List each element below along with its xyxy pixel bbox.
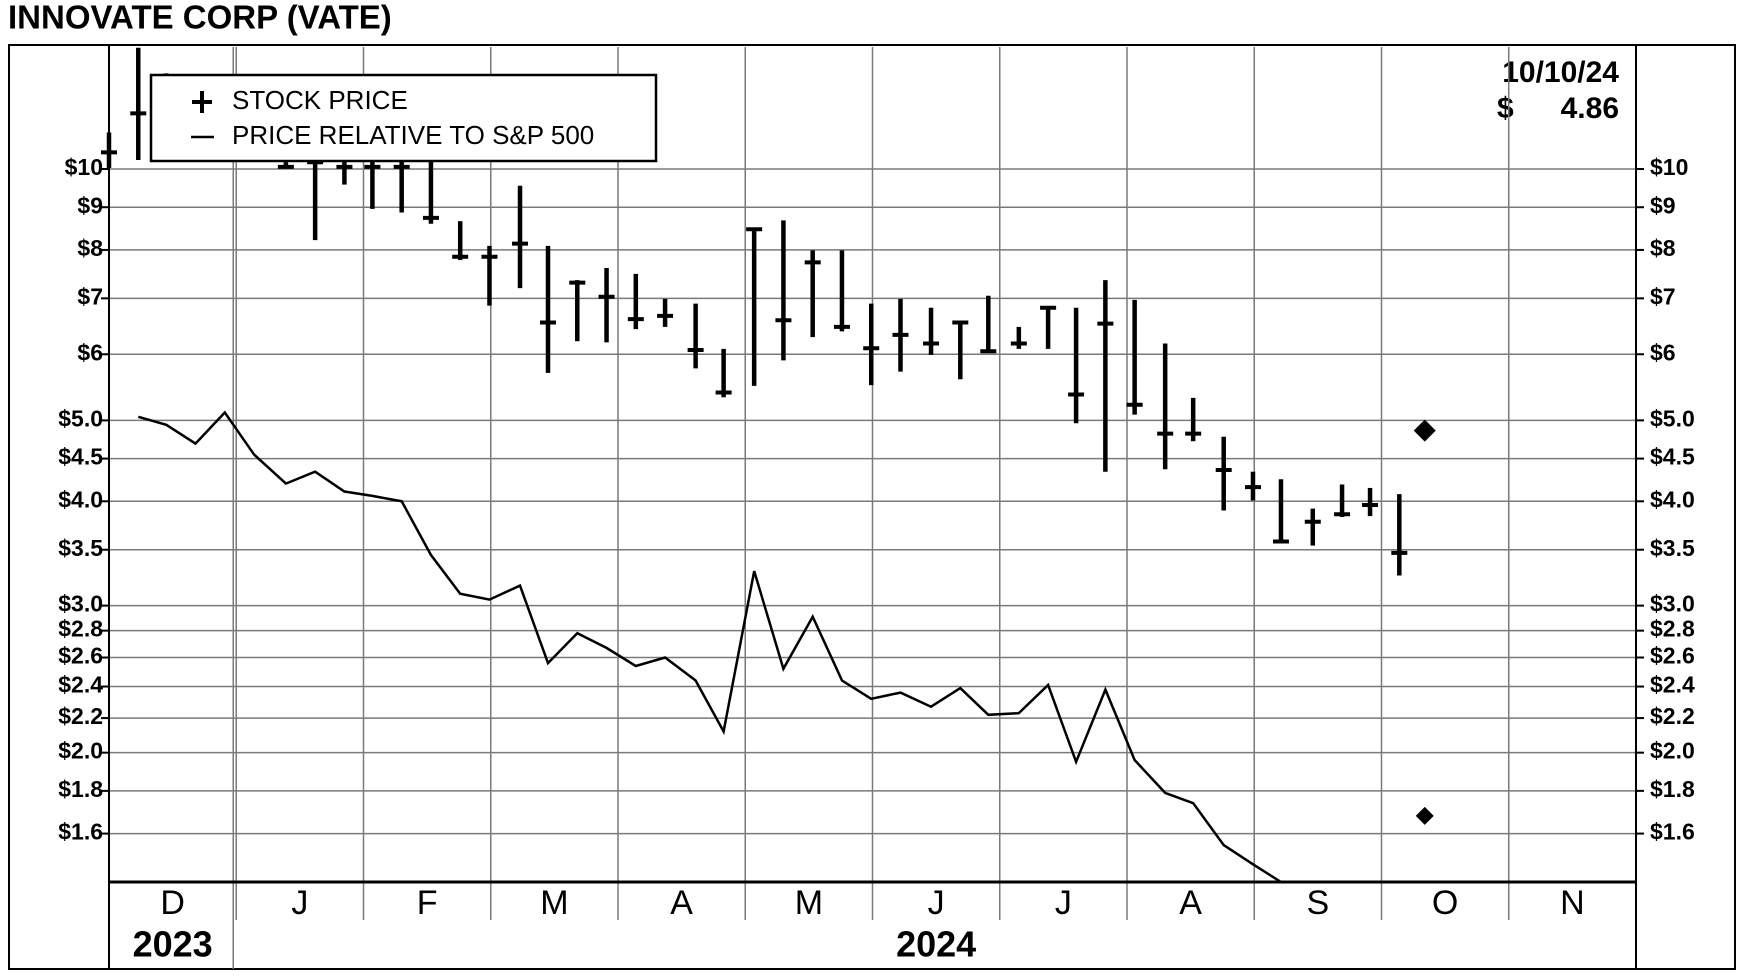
legend: STOCK PRICE PRICE RELATIVE TO S&P 500 [149, 73, 658, 163]
y2-tick-label: $8 [1650, 235, 1676, 261]
y-tick-label: $2.2 [58, 703, 103, 729]
y-tick-label: $1.8 [58, 776, 103, 802]
y2-tick-label: $5.0 [1650, 405, 1695, 431]
y-tick-label: $2.4 [58, 672, 103, 698]
month-label: O [1432, 884, 1458, 922]
y2-tick-label: $1.6 [1650, 819, 1695, 845]
y-tick-label: $9 [77, 192, 103, 218]
y-tick-label: $2.8 [58, 616, 103, 642]
y2-tick-label: $4.0 [1650, 486, 1695, 512]
month-label: D [160, 884, 185, 922]
relative-line [137, 410, 1400, 884]
outer-frame [8, 44, 1736, 970]
annotation-price: 4.86 [1561, 92, 1619, 125]
y2-tick-label: $3.5 [1650, 535, 1695, 561]
y2-tick-label: $9 [1650, 192, 1676, 218]
year-label: 2023 [133, 924, 213, 965]
y-tick-label: $4.0 [58, 486, 103, 512]
end-marker [1413, 419, 1436, 442]
y-tick-label: $5.0 [58, 405, 103, 431]
month-label: J [928, 884, 945, 922]
y2-tick-label: $1.8 [1650, 776, 1695, 802]
y2-tick-label: $7 [1650, 283, 1676, 309]
y2-tick-label: $2.8 [1650, 616, 1695, 642]
y-tick-label: $8 [77, 235, 103, 261]
annotation-currency: $ [1497, 92, 1514, 125]
month-label: A [670, 884, 693, 922]
y2-tick-label: $2.6 [1650, 643, 1695, 669]
y2-tick-label: $6 [1650, 339, 1676, 365]
end-marker [1415, 806, 1434, 825]
chart-title: INNOVATE CORP (VATE) [8, 0, 392, 36]
year-label: 2024 [896, 924, 976, 965]
y2-tick-label: $3.0 [1650, 591, 1695, 617]
y-tick-label: $7 [77, 283, 103, 309]
y-tick-label: $2.6 [58, 643, 103, 669]
month-label: M [795, 884, 823, 922]
legend-box [149, 73, 658, 163]
legend-label: PRICE RELATIVE TO S&P 500 [232, 120, 594, 150]
month-label: N [1560, 884, 1585, 922]
annotation-date: 10/10/24 [1502, 56, 1619, 89]
month-label: A [1179, 884, 1202, 922]
month-label: M [540, 884, 568, 922]
y-tick-label: $4.5 [58, 444, 103, 470]
month-label: F [417, 884, 438, 922]
y2-tick-label: $10 [1650, 154, 1688, 180]
y-tick-label: $10 [65, 154, 103, 180]
month-label: J [291, 884, 308, 922]
y-tick-label: $3.0 [58, 591, 103, 617]
legend-label: STOCK PRICE [232, 85, 408, 115]
y2-tick-label: $4.5 [1650, 444, 1695, 470]
y-tick-label: $6 [77, 339, 103, 365]
y2-tick-label: $2.2 [1650, 703, 1695, 729]
y-tick-label: $3.5 [58, 535, 103, 561]
y2-tick-label: $2.4 [1650, 672, 1695, 698]
month-label: S [1307, 884, 1330, 922]
y2-tick-label: $2.0 [1650, 738, 1695, 764]
y-tick-label: $1.6 [58, 819, 103, 845]
y-tick-label: $2.0 [58, 738, 103, 764]
month-label: J [1055, 884, 1072, 922]
